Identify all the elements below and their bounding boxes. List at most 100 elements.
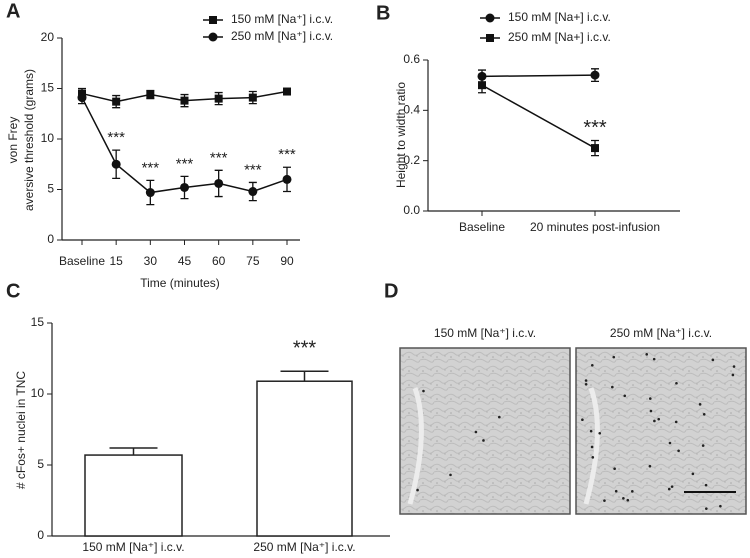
- x-tick-label: 90: [280, 254, 294, 268]
- image-title: 150 mM [Na⁺] i.c.v.: [434, 326, 536, 340]
- marker: [111, 159, 121, 169]
- legend-marker: [208, 32, 218, 42]
- panel-letter: A: [6, 0, 20, 22]
- stained-nucleus: [498, 415, 501, 419]
- panel-letter: D: [384, 280, 398, 302]
- y-tick-label: 0.0: [403, 203, 420, 217]
- stained-nucleus: [591, 456, 595, 459]
- bar: [84, 454, 183, 537]
- marker: [248, 187, 258, 197]
- stained-nucleus: [648, 464, 652, 468]
- marker: [145, 188, 155, 198]
- y-axis-label: aversive threshold (grams): [22, 69, 36, 211]
- stained-nucleus: [702, 412, 706, 416]
- x-axis-label: Time (minutes): [140, 276, 220, 290]
- significance: ***: [278, 146, 296, 163]
- x-tick-label: 150 mM [Na⁺] i.c.v.: [82, 540, 184, 554]
- stained-nucleus: [474, 430, 478, 434]
- stained-nucleus: [645, 353, 649, 356]
- legend-marker: [486, 34, 494, 42]
- stained-nucleus: [611, 385, 614, 389]
- marker: [478, 81, 486, 90]
- stained-nucleus: [590, 363, 594, 367]
- marker: [112, 97, 121, 106]
- y-tick-label: 0.2: [403, 153, 420, 167]
- stained-nucleus: [449, 473, 452, 477]
- legend-label: 150 mM [Na+] i.c.v.: [508, 10, 611, 24]
- stained-nucleus: [652, 357, 656, 361]
- y-axis-label: # cFos+ nuclei in TNC: [14, 371, 28, 489]
- stained-nucleus: [668, 441, 672, 445]
- series-line: [481, 84, 596, 149]
- stained-nucleus: [704, 483, 708, 487]
- image-title: 250 mM [Na⁺] i.c.v.: [610, 326, 712, 340]
- stained-nucleus: [598, 431, 602, 435]
- stained-nucleus: [657, 417, 661, 421]
- significance: ***: [583, 117, 607, 139]
- vessel: [407, 387, 424, 505]
- y-axis-label: von Frey: [6, 117, 20, 164]
- significance: ***: [107, 129, 125, 146]
- stained-nucleus: [584, 382, 588, 386]
- stained-nucleus: [614, 489, 618, 493]
- y-tick-label: 5: [47, 182, 54, 196]
- stained-nucleus: [626, 498, 630, 502]
- micrograph: [399, 347, 571, 515]
- stained-nucleus: [584, 379, 588, 382]
- y-tick-label: 0.6: [403, 52, 420, 66]
- x-tick-label: Baseline: [459, 220, 505, 234]
- marker: [214, 178, 224, 188]
- marker: [590, 70, 600, 80]
- stained-nucleus: [589, 429, 593, 433]
- x-tick-label: Baseline: [59, 254, 105, 268]
- marker: [180, 96, 189, 105]
- significance: ***: [210, 149, 228, 166]
- stained-nucleus: [719, 504, 722, 508]
- legend-label: 250 mM [Na+] i.c.v.: [508, 30, 611, 44]
- stained-nucleus: [603, 499, 606, 502]
- x-tick-label: 30: [144, 254, 158, 268]
- stained-nucleus: [622, 497, 625, 500]
- stained-nucleus: [653, 419, 656, 423]
- stained-nucleus: [482, 439, 485, 442]
- stained-nucleus: [667, 487, 671, 491]
- y-tick-label: 15: [31, 315, 45, 329]
- panel-letter: B: [376, 2, 390, 24]
- marker: [477, 71, 487, 81]
- significance: ***: [244, 161, 262, 178]
- marker: [180, 182, 189, 192]
- stained-nucleus: [711, 358, 715, 362]
- marker: [214, 94, 223, 103]
- marker: [248, 93, 257, 102]
- significance: ***: [176, 155, 194, 172]
- error-bar: [109, 447, 158, 456]
- marker: [146, 90, 155, 99]
- stained-nucleus: [698, 403, 702, 406]
- stained-nucleus: [705, 507, 708, 510]
- stained-nucleus: [648, 397, 652, 400]
- significance: ***: [293, 338, 317, 360]
- legend-label: 150 mM [Na⁺] i.c.v.: [231, 12, 333, 26]
- legend-label: 250 mM [Na⁺] i.c.v.: [231, 29, 333, 43]
- stained-nucleus: [691, 472, 695, 476]
- bar: [256, 380, 353, 537]
- x-tick-label: 250 mM [Na⁺] i.c.v.: [253, 540, 355, 554]
- y-tick-label: 20: [41, 30, 55, 44]
- stained-nucleus: [422, 389, 425, 393]
- marker: [77, 93, 87, 103]
- stained-nucleus: [623, 394, 627, 398]
- micrograph: [575, 347, 747, 515]
- stained-nucleus: [581, 418, 584, 422]
- x-tick-label: 20 minutes post-infusion: [530, 220, 660, 234]
- error-bar: [280, 370, 329, 382]
- y-tick-label: 0: [37, 528, 44, 542]
- x-tick-label: 15: [109, 254, 123, 268]
- x-tick-label: 75: [246, 254, 260, 268]
- x-tick-label: 60: [212, 254, 226, 268]
- marker: [282, 174, 292, 184]
- y-tick-label: 0.4: [403, 103, 420, 117]
- series-line: [481, 74, 596, 78]
- y-tick-label: 5: [37, 457, 44, 471]
- stained-nucleus: [613, 467, 616, 471]
